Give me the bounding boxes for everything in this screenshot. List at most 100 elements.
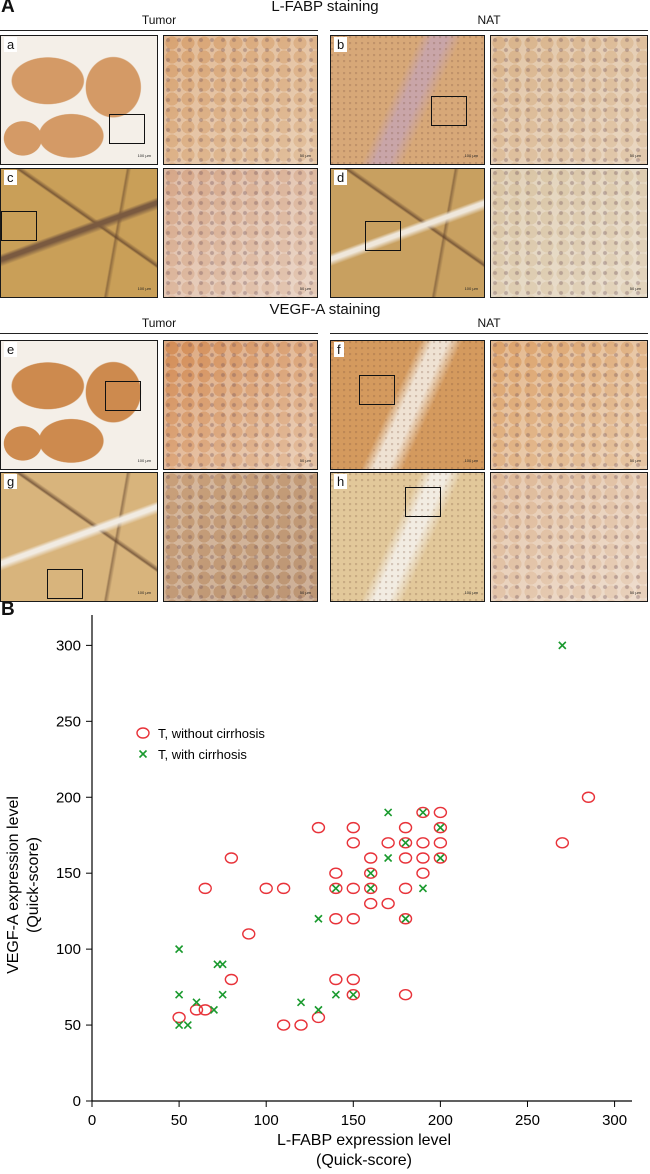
point-without-cirrhosis bbox=[311, 821, 326, 834]
point-with-cirrhosis bbox=[296, 998, 306, 1007]
roi-box bbox=[359, 375, 395, 405]
roi-box bbox=[1, 211, 37, 241]
marker-stroke bbox=[296, 998, 306, 1007]
marker-stroke bbox=[218, 990, 227, 999]
scale-bar: 100 µm bbox=[137, 153, 151, 158]
micrograph-1-7-magnified: 50 µm bbox=[490, 472, 648, 602]
micrograph-1-3-magnified: 50 µm bbox=[490, 340, 648, 470]
point-with-cirrhosis bbox=[218, 990, 227, 999]
panel-a-letter: A bbox=[1, 0, 15, 17]
point-with-cirrhosis bbox=[366, 884, 375, 893]
point-without-cirrhosis bbox=[198, 1004, 212, 1016]
point-without-cirrhosis bbox=[346, 882, 360, 895]
point-without-cirrhosis bbox=[224, 973, 239, 986]
micrograph-1-1-magnified: 50 µm bbox=[163, 340, 318, 470]
roi-box bbox=[431, 96, 467, 126]
y-tick-label: 200 bbox=[56, 789, 81, 806]
marker-stroke bbox=[209, 1005, 219, 1014]
tumor-group-label: Tumor bbox=[141, 316, 177, 330]
point-with-cirrhosis bbox=[401, 838, 410, 847]
scale-bar: 50 µm bbox=[299, 590, 311, 595]
point-without-cirrhosis bbox=[381, 837, 395, 849]
scale-bar: 50 µm bbox=[629, 590, 641, 595]
vegfa-section-title: VEGF-A staining bbox=[269, 301, 381, 318]
point-without-cirrhosis bbox=[189, 1004, 204, 1016]
marker-stroke bbox=[436, 853, 445, 863]
legend-entry-label: T, without cirrhosis bbox=[158, 726, 265, 741]
point-without-cirrhosis bbox=[381, 897, 395, 910]
x-tick-label: 0 bbox=[88, 1112, 96, 1129]
marker-stroke bbox=[175, 990, 184, 999]
point-without-cirrhosis bbox=[346, 913, 360, 925]
nat-group-rule bbox=[330, 333, 648, 334]
scale-bar: 100 µm bbox=[464, 286, 478, 291]
micrograph-e: e 100 µm bbox=[0, 340, 158, 470]
point-with-cirrhosis bbox=[175, 990, 184, 999]
micrograph-sublabel: b bbox=[334, 37, 348, 52]
scale-bar: 50 µm bbox=[629, 286, 641, 291]
point-without-cirrhosis bbox=[364, 897, 378, 910]
marker-stroke bbox=[138, 749, 148, 759]
roi-box bbox=[365, 221, 401, 251]
scale-bar: 100 µm bbox=[137, 458, 151, 463]
marker-stroke bbox=[175, 945, 184, 954]
point-without-cirrhosis bbox=[398, 988, 413, 1001]
y-tick-label: 0 bbox=[73, 1093, 81, 1110]
marker-stroke bbox=[384, 853, 393, 863]
lfabp-section-title: L-FABP staining bbox=[271, 0, 379, 15]
marker-stroke bbox=[331, 990, 340, 999]
point-with-cirrhosis bbox=[401, 914, 410, 923]
scatter-plot: 0 50 100 150 200 250 300 0 50 100 150 200 250 300 T, … bbox=[5, 615, 632, 1169]
point-without-cirrhosis bbox=[242, 928, 256, 940]
point-without-cirrhosis bbox=[433, 852, 448, 864]
legend-marker-circle bbox=[136, 727, 150, 739]
y-tick-label: 150 bbox=[56, 865, 81, 882]
nat-group-label: NAT bbox=[477, 316, 501, 330]
micrograph-h: h 100 µm bbox=[330, 472, 485, 602]
tumor-group-rule bbox=[0, 333, 318, 334]
marker-stroke bbox=[366, 869, 375, 878]
micrograph-g: g 100 µm bbox=[0, 472, 158, 602]
roi-box bbox=[47, 569, 83, 599]
marker-stroke bbox=[175, 1020, 184, 1030]
point-without-cirrhosis bbox=[294, 1019, 308, 1031]
point-with-cirrhosis bbox=[209, 1005, 219, 1014]
micrograph-b: b 100 µm bbox=[330, 35, 485, 165]
micrograph-1-5-magnified: 50 µm bbox=[163, 472, 318, 602]
x-axis-label-line2: (Quick-score) bbox=[316, 1152, 412, 1169]
micrograph-sublabel: g bbox=[4, 474, 18, 489]
tumor-group-label: Tumor bbox=[141, 13, 177, 27]
micrograph-d: d 100 µm bbox=[330, 168, 485, 298]
point-with-cirrhosis bbox=[349, 990, 358, 999]
point-without-cirrhosis bbox=[198, 882, 212, 895]
roi-box bbox=[105, 381, 141, 411]
micrograph-0-7-magnified: 50 µm bbox=[490, 168, 648, 298]
point-without-cirrhosis bbox=[276, 882, 291, 895]
point-with-cirrhosis bbox=[314, 1005, 323, 1014]
x-tick-label: 100 bbox=[254, 1112, 279, 1129]
point-without-cirrhosis bbox=[398, 837, 413, 849]
marker-stroke bbox=[183, 1020, 192, 1030]
point-with-cirrhosis bbox=[558, 641, 567, 650]
point-without-cirrhosis bbox=[416, 852, 430, 864]
micrograph-c: c 100 µm bbox=[0, 168, 158, 298]
point-without-cirrhosis bbox=[433, 837, 448, 849]
point-without-cirrhosis bbox=[346, 837, 360, 849]
point-without-cirrhosis bbox=[398, 913, 413, 925]
y-tick-label: 300 bbox=[56, 637, 81, 654]
scale-bar: 100 µm bbox=[137, 286, 151, 291]
legend-marker-x bbox=[138, 749, 148, 759]
scale-bar: 50 µm bbox=[299, 458, 311, 463]
point-without-cirrhosis bbox=[398, 852, 413, 864]
point-without-cirrhosis bbox=[398, 882, 413, 895]
marker-stroke bbox=[314, 914, 323, 923]
plot-legend: T, without cirrhosis T, with cirrhosis bbox=[136, 726, 265, 762]
point-with-cirrhosis bbox=[183, 1020, 192, 1030]
x-axis-label-line1: L-FABP expression level bbox=[277, 1132, 451, 1149]
x-tick-label: 300 bbox=[602, 1112, 627, 1129]
marker-stroke bbox=[401, 914, 410, 923]
x-tick-label: 200 bbox=[428, 1112, 453, 1129]
scale-bar: 100 µm bbox=[464, 153, 478, 158]
point-without-cirrhosis bbox=[259, 882, 273, 895]
point-without-cirrhosis bbox=[364, 867, 378, 879]
